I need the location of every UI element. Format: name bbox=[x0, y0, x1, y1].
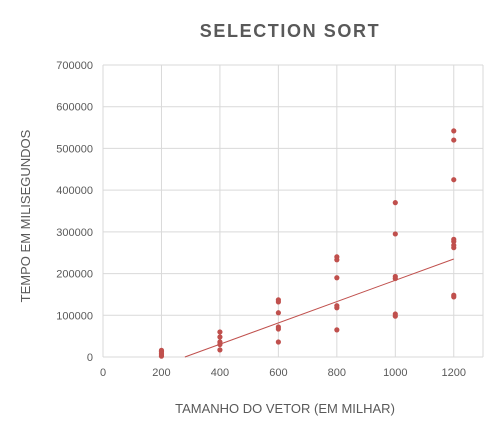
data-points bbox=[158, 128, 457, 359]
data-point bbox=[392, 273, 398, 280]
y-tick-label: 400000 bbox=[56, 185, 93, 197]
x-tick-label: 400 bbox=[211, 367, 229, 379]
data-point bbox=[451, 177, 457, 183]
x-tick-label: 0 bbox=[100, 367, 106, 379]
data-point bbox=[217, 339, 223, 345]
data-point bbox=[275, 310, 281, 316]
data-point bbox=[334, 275, 340, 281]
y-tick-label: 100000 bbox=[56, 310, 93, 322]
data-point bbox=[334, 254, 340, 260]
data-point bbox=[217, 347, 223, 353]
y-tick-label: 700000 bbox=[56, 60, 93, 72]
data-point bbox=[392, 200, 398, 206]
trendline bbox=[184, 258, 454, 358]
data-point bbox=[451, 292, 457, 298]
y-tick-label: 500000 bbox=[56, 143, 93, 155]
x-tick-label: 200 bbox=[152, 367, 170, 379]
x-axis-ticks: 0 200 400 600 800 1000 1200 bbox=[100, 367, 466, 379]
y-tick-label: 300000 bbox=[56, 227, 93, 239]
y-tick-label: 0 bbox=[87, 352, 93, 364]
data-point bbox=[275, 339, 281, 345]
data-point bbox=[275, 324, 281, 330]
data-point bbox=[451, 137, 457, 143]
gridlines bbox=[102, 64, 484, 358]
y-tick-label: 200000 bbox=[56, 269, 93, 281]
data-point bbox=[217, 329, 223, 335]
x-axis-label: TAMANHO DO VETOR (EM MILHAR) bbox=[175, 401, 395, 416]
y-tick-label: 600000 bbox=[56, 102, 93, 114]
chart-title: SELECTION SORT bbox=[200, 21, 380, 41]
data-point bbox=[275, 297, 281, 303]
data-point bbox=[392, 311, 398, 317]
trendline-layer bbox=[184, 258, 454, 358]
data-point bbox=[451, 242, 457, 248]
data-point bbox=[217, 334, 223, 340]
data-point bbox=[451, 128, 457, 134]
data-point bbox=[334, 303, 340, 309]
data-point bbox=[158, 347, 165, 353]
data-point bbox=[392, 231, 398, 237]
x-tick-label: 1000 bbox=[383, 367, 407, 379]
data-point bbox=[334, 327, 340, 333]
data-point bbox=[451, 236, 457, 242]
x-tick-label: 600 bbox=[269, 367, 287, 379]
x-tick-label: 800 bbox=[328, 367, 346, 379]
x-tick-label: 1200 bbox=[442, 367, 466, 379]
y-axis-ticks: 0 100000 200000 300000 400000 500000 600000 700… bbox=[56, 60, 93, 364]
y-axis-label: TEMPO EM MILISEGUNDOS bbox=[18, 129, 33, 302]
